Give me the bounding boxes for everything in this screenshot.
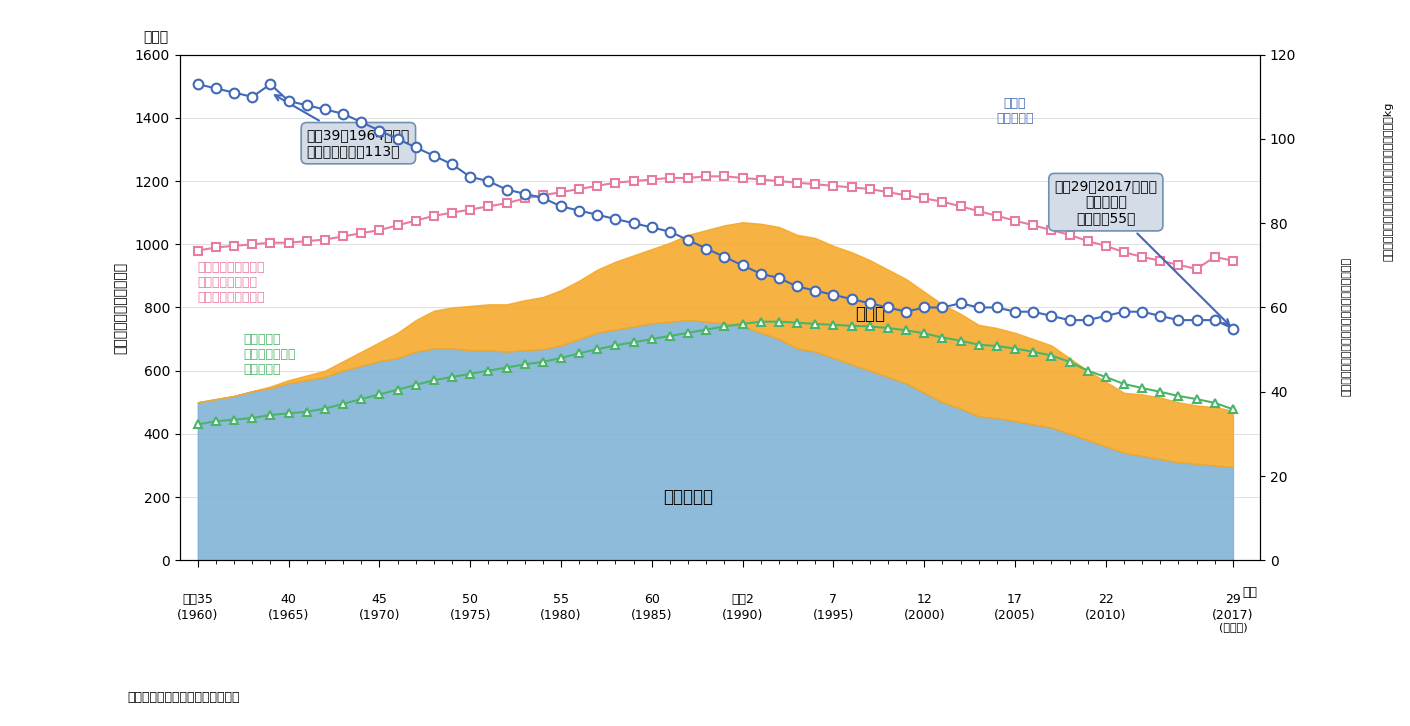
Text: (1975): (1975) — [450, 609, 491, 622]
Text: 昭和35: 昭和35 — [182, 593, 213, 606]
Text: 17: 17 — [1007, 593, 1024, 606]
Text: 60: 60 — [644, 593, 660, 606]
Text: (1980): (1980) — [540, 609, 582, 622]
Text: (1995): (1995) — [812, 609, 854, 622]
Text: 平成29（2017）年度
（概算値）
自給率：55％: 平成29（2017）年度 （概算値） 自給率：55％ — [1055, 179, 1230, 325]
Text: 12: 12 — [916, 593, 932, 606]
Text: 40: 40 — [281, 593, 296, 606]
Text: (2010): (2010) — [1086, 609, 1127, 622]
Text: (1960): (1960) — [178, 609, 219, 622]
Text: 資料：農林水産省「食料需給表」: 資料：農林水産省「食料需給表」 — [127, 691, 240, 704]
Text: 万トン: 万トン — [144, 30, 169, 44]
Text: 輸入量: 輸入量 — [854, 305, 884, 323]
Text: 国内生産量: 国内生産量 — [663, 488, 713, 506]
Text: 29: 29 — [1225, 593, 1241, 606]
Text: (1965): (1965) — [268, 609, 309, 622]
Text: 22: 22 — [1098, 593, 1114, 606]
Text: (1990): (1990) — [722, 609, 763, 622]
Text: 食用魚介類
国内消費仕向量
（左目盛）: 食用魚介類 国内消費仕向量 （左目盛） — [243, 333, 296, 376]
Text: (2017): (2017) — [1213, 609, 1253, 622]
Text: (2005): (2005) — [994, 609, 1036, 622]
Text: 55: 55 — [553, 593, 570, 606]
Text: (1970): (1970) — [358, 609, 400, 622]
Text: 平成2: 平成2 — [732, 593, 754, 606]
Text: 国民１人１年当たり食用魚介類の自給率（％）: 国民１人１年当たり食用魚介類の自給率（％） — [1341, 257, 1352, 396]
Text: 昭和39（1964）年度
自給率ピーク：113％: 昭和39（1964）年度 自給率ピーク：113％ — [275, 95, 410, 158]
Y-axis label: 食用魚介類の消費仕向量: 食用魚介類の消費仕向量 — [114, 261, 128, 354]
Text: 50: 50 — [462, 593, 478, 606]
Text: 国民１人１年当たり食用魚介類供給量（粗食料、kg: 国民１人１年当たり食用魚介類供給量（粗食料、kg — [1383, 102, 1393, 261]
Text: 年度: 年度 — [1242, 586, 1258, 598]
Text: 国民１人１年当たり
食用魚介類供給量
（粗食料、右目盛）: 国民１人１年当たり 食用魚介類供給量 （粗食料、右目盛） — [197, 261, 265, 303]
Text: (概算値): (概算値) — [1218, 622, 1248, 632]
Text: 自給率
（右目盛）: 自給率 （右目盛） — [997, 97, 1034, 125]
Text: 45: 45 — [371, 593, 388, 606]
Text: (2000): (2000) — [904, 609, 945, 622]
Text: (1985): (1985) — [632, 609, 673, 622]
Text: 7: 7 — [829, 593, 838, 606]
